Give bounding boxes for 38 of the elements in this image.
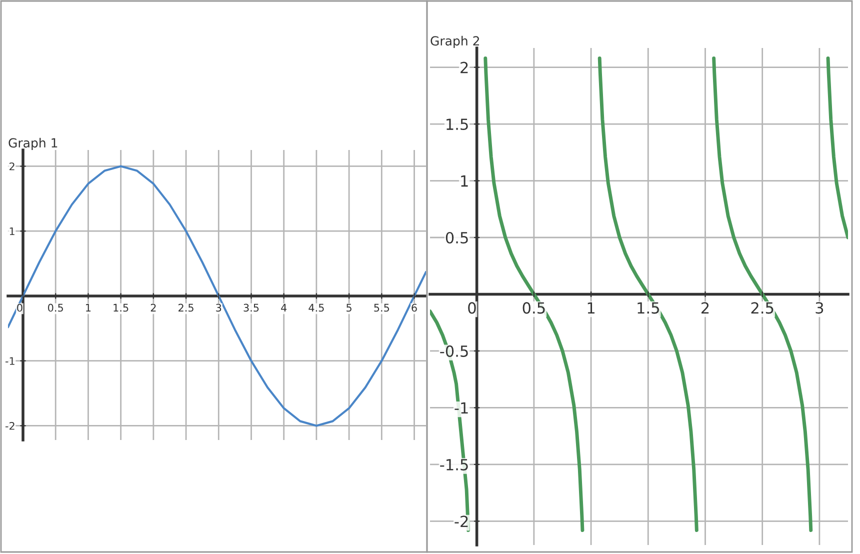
- y-tick-label: 0.5: [446, 232, 468, 244]
- x-tick-label: 1.5: [638, 302, 659, 314]
- x-tick-label: 4: [281, 304, 287, 312]
- x-tick-label: 3: [816, 302, 824, 314]
- y-tick-label: 1: [10, 227, 14, 236]
- y-tick-label: -0.5: [440, 345, 468, 357]
- y-tick-label: -2: [454, 516, 468, 527]
- x-tick-label: 3.5: [244, 304, 259, 312]
- y-tick-label: -1.5: [440, 459, 468, 470]
- y-tick-label: 2: [460, 62, 468, 74]
- x-tick-label: 1: [588, 302, 594, 314]
- x-tick-label: 2.5: [751, 302, 774, 314]
- x-tick-label: 2: [702, 302, 709, 314]
- x-tick-label: 5: [346, 304, 352, 312]
- y-tick-label: 1: [461, 175, 468, 187]
- line-series: [598, 56, 698, 532]
- chart-title: Graph 2: [430, 36, 480, 48]
- x-tick-label: 2.5: [178, 304, 194, 312]
- x-tick-label: 0: [17, 304, 22, 312]
- x-tick-label: 0.5: [522, 302, 545, 314]
- x-tick-label: 6: [412, 304, 417, 312]
- x-tick-label: 1: [86, 304, 91, 312]
- y-tick-label: 1.5: [446, 118, 468, 130]
- line-series: [712, 56, 813, 532]
- y-tick-label: -1: [454, 402, 468, 414]
- y-tick-label: -1: [5, 357, 14, 365]
- x-tick-label: 5.5: [374, 304, 390, 312]
- x-tick-label: 4.5: [308, 304, 324, 312]
- line-series: [826, 56, 848, 240]
- x-tick-label: 1.5: [114, 304, 128, 312]
- x-tick-label: 2: [150, 304, 156, 312]
- chart-title: Graph 1: [8, 138, 58, 150]
- x-tick-label: 3: [216, 304, 222, 312]
- x-tick-label: 0.5: [48, 304, 63, 312]
- x-tick-label: 0: [468, 302, 476, 314]
- y-tick-label: -2: [5, 422, 14, 430]
- line-series: [484, 56, 584, 532]
- y-tick-label: 2: [9, 162, 14, 170]
